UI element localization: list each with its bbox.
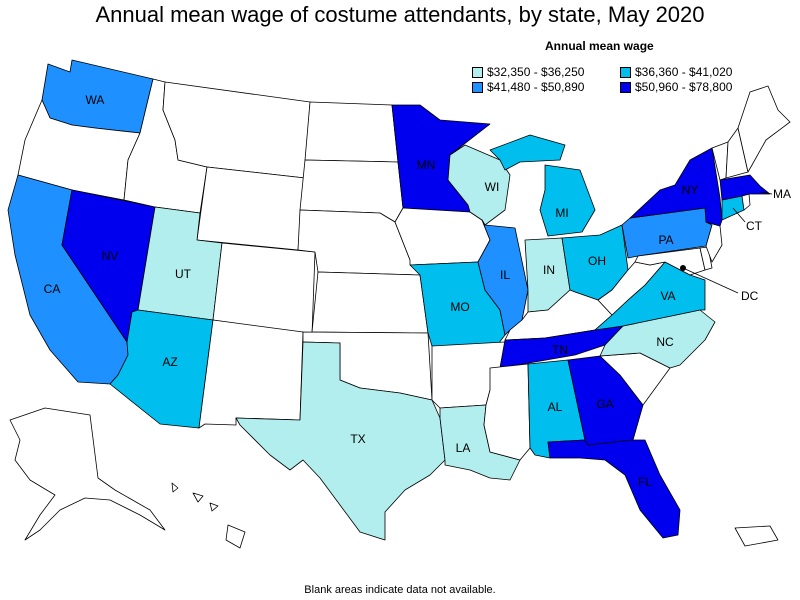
label-mo: MO — [450, 300, 469, 314]
label-az: AZ — [162, 355, 177, 369]
state-me[interactable] — [737, 85, 791, 173]
state-nm[interactable] — [198, 319, 304, 429]
legend-label-bin-1: $32,350 - $36,250 — [487, 65, 585, 79]
ct-leader-line — [732, 207, 746, 223]
map-title: Annual mean wage of costume attendants, … — [95, 2, 705, 27]
legend-swatch-bin-4 — [620, 81, 631, 93]
label-il: IL — [500, 268, 510, 282]
state-ks[interactable] — [311, 271, 429, 334]
state-wv[interactable] — [597, 261, 666, 316]
label-nv: NV — [102, 249, 119, 263]
state-ia[interactable] — [394, 207, 491, 266]
label-wi: WI — [485, 180, 500, 194]
label-nc: NC — [656, 335, 674, 349]
legend-item-bin-4: $50,960 - $78,800 — [620, 80, 732, 94]
state-ny[interactable] — [629, 147, 723, 227]
state-wy[interactable] — [196, 166, 306, 251]
label-va: VA — [660, 289, 675, 303]
state-fl[interactable] — [547, 439, 681, 539]
label-oh: OH — [588, 254, 606, 268]
state-ms[interactable] — [483, 363, 531, 461]
state-ak[interactable] — [9, 407, 166, 541]
state-co[interactable] — [212, 242, 316, 336]
territory-pr[interactable] — [734, 525, 779, 547]
ma-leader-line — [759, 191, 773, 195]
label-dc: DC — [741, 289, 759, 303]
label-ct: CT — [746, 219, 763, 233]
dc-leader-line — [682, 267, 739, 294]
label-fl: FL — [638, 475, 652, 489]
footnote: Blank areas indicate data not available. — [304, 584, 496, 596]
state-hi[interactable] — [171, 482, 246, 549]
label-ga: GA — [596, 397, 613, 411]
label-mn: MN — [417, 158, 436, 172]
legend-item-bin-1: $32,350 - $36,250 — [472, 65, 584, 79]
state-nd[interactable] — [304, 101, 399, 163]
label-la: LA — [456, 441, 471, 455]
state-tx[interactable] — [235, 341, 446, 541]
label-wa: WA — [86, 93, 105, 107]
label-ut: UT — [175, 267, 192, 281]
legend-swatch-bin-3 — [472, 81, 483, 93]
state-il[interactable] — [477, 219, 529, 336]
legend-label-bin-3: $41,480 - $50,890 — [487, 80, 585, 94]
label-pa: PA — [658, 233, 673, 247]
label-ny: NY — [682, 183, 699, 197]
state-ma[interactable] — [719, 174, 771, 201]
state-mi-upper[interactable] — [489, 134, 566, 171]
legend-item-bin-3: $41,480 - $50,890 — [472, 80, 584, 94]
label-in: IN — [543, 263, 555, 277]
legend-item-bin-2: $36,360 - $41,020 — [620, 65, 732, 79]
label-al: AL — [548, 400, 563, 414]
legend-swatch-bin-2 — [620, 66, 631, 78]
label-tx: TX — [350, 432, 365, 446]
label-tn: TN — [552, 343, 568, 357]
label-mi: MI — [555, 206, 568, 220]
legend-label-bin-4: $50,960 - $78,800 — [635, 80, 733, 94]
legend-label-bin-2: $36,360 - $41,020 — [635, 65, 733, 79]
label-ca: CA — [44, 282, 61, 296]
legend-swatch-bin-1 — [472, 66, 483, 78]
state-mi[interactable] — [539, 164, 596, 237]
label-ma: MA — [773, 187, 791, 201]
legend-title: Annual mean wage — [545, 39, 654, 53]
